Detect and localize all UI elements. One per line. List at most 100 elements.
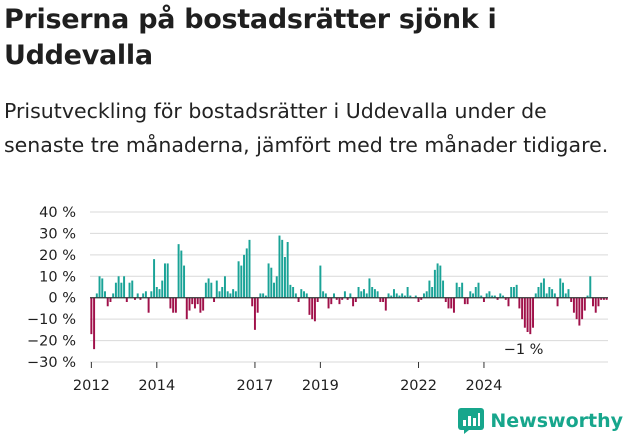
bar — [466, 297, 469, 305]
bar — [240, 265, 243, 298]
bar — [166, 263, 169, 298]
x-tick-label: 2017 — [236, 378, 273, 394]
bar — [169, 297, 172, 309]
bar — [98, 276, 101, 298]
bar — [379, 297, 382, 302]
bar — [281, 239, 284, 298]
bar — [245, 248, 248, 298]
bar — [264, 295, 267, 298]
bar — [163, 263, 166, 298]
bar — [605, 297, 608, 300]
bar — [177, 244, 180, 298]
bar — [540, 282, 543, 298]
bar — [485, 293, 488, 298]
bar — [354, 297, 357, 302]
bar — [109, 297, 112, 302]
bar — [589, 276, 592, 298]
bar — [327, 297, 330, 309]
bar — [570, 297, 573, 302]
bar — [131, 280, 134, 298]
bar — [409, 295, 412, 298]
bar — [450, 297, 453, 309]
bar — [572, 297, 575, 313]
bar — [259, 293, 262, 298]
bar — [90, 297, 93, 335]
bar — [174, 297, 177, 313]
bar — [496, 297, 499, 300]
bar — [112, 293, 115, 298]
bar — [428, 280, 431, 298]
bar — [575, 297, 578, 320]
bar — [403, 295, 406, 298]
bar — [286, 242, 289, 298]
y-tick-label: 10 % — [39, 269, 76, 285]
bars — [90, 235, 608, 350]
x-tick-label: 2022 — [400, 378, 437, 394]
bar — [335, 297, 338, 300]
y-tick-label: −30 % — [27, 355, 76, 371]
bar — [341, 297, 344, 300]
bar — [371, 287, 374, 298]
bar — [518, 297, 521, 309]
bar — [556, 297, 559, 307]
bar — [283, 257, 286, 298]
bar — [474, 287, 477, 298]
bar — [564, 293, 567, 298]
bar — [414, 295, 417, 298]
bar — [472, 293, 475, 298]
bar — [368, 278, 371, 298]
brand-name: Newsworthy — [490, 410, 623, 432]
x-axis-ticks: 2012 2014 2017 2019 2022 2024 — [73, 362, 502, 394]
bar — [594, 297, 597, 313]
bar — [256, 297, 259, 313]
bar — [226, 291, 229, 298]
bar — [504, 297, 507, 300]
bar — [232, 289, 235, 298]
bar — [213, 297, 216, 302]
bar — [406, 287, 409, 298]
bar — [562, 282, 564, 298]
bar — [221, 287, 224, 298]
bar — [352, 297, 355, 307]
bar — [223, 276, 226, 298]
bar — [123, 276, 126, 298]
y-tick-label: 40 % — [39, 205, 76, 221]
bar — [433, 269, 436, 298]
bar — [101, 278, 104, 298]
bar — [384, 297, 387, 311]
bar — [477, 282, 480, 298]
bar — [294, 293, 297, 298]
bar — [482, 297, 485, 302]
bar — [493, 295, 496, 298]
bar — [597, 297, 600, 307]
bar — [161, 280, 164, 298]
bar — [502, 295, 505, 298]
bar — [243, 254, 246, 298]
bar — [305, 293, 308, 298]
bar — [275, 276, 278, 298]
bar — [512, 287, 515, 298]
bar — [559, 278, 562, 298]
x-tick-label: 2024 — [465, 378, 502, 394]
bar — [104, 291, 106, 298]
bar — [270, 267, 273, 298]
bar — [313, 297, 316, 322]
bar — [417, 297, 420, 302]
bar — [308, 297, 311, 315]
bar — [436, 263, 439, 298]
bar — [521, 297, 524, 320]
bar — [401, 293, 404, 298]
bar — [210, 282, 213, 298]
bar — [253, 297, 256, 330]
bar — [183, 265, 186, 298]
bar — [199, 297, 202, 313]
bar — [526, 297, 529, 332]
bar — [128, 282, 131, 298]
bar — [537, 287, 540, 298]
newsworthy-brand: Newsworthy — [458, 405, 623, 437]
bar — [529, 297, 532, 335]
bar — [395, 293, 398, 298]
bar — [180, 250, 183, 298]
bar — [139, 297, 142, 300]
bar — [469, 291, 472, 298]
